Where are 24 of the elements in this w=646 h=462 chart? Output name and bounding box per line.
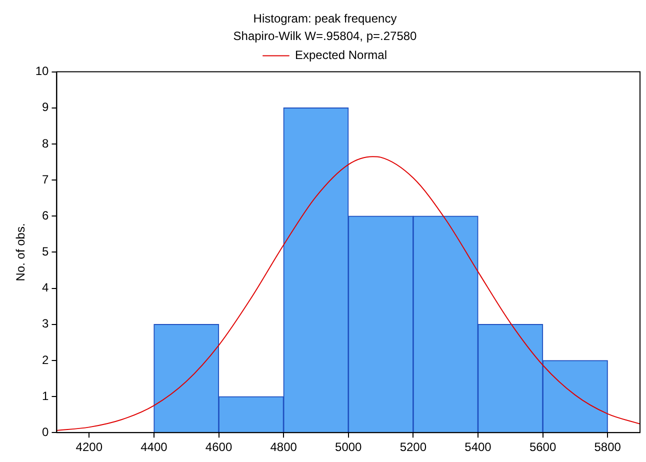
y-tick-label: 2 — [42, 352, 50, 367]
chart-subtitle: Shapiro-Wilk W=.95804, p=.27580 — [233, 28, 418, 43]
y-tick-label: 3 — [42, 316, 50, 331]
y-tick-label: 9 — [42, 100, 50, 114]
y-tick-label: 6 — [42, 208, 50, 222]
y-axis-title: No. of obs. — [14, 223, 28, 282]
y-tick-label: 1 — [42, 388, 50, 403]
y-tick-label: 5 — [42, 244, 50, 259]
x-tick-label: 5800 — [594, 440, 622, 454]
x-tick-label: 5400 — [464, 440, 492, 454]
x-tick-label: 5600 — [529, 440, 556, 454]
x-tick-label: 4400 — [140, 440, 168, 454]
y-tick-label: 4 — [42, 280, 50, 295]
x-tick-label: 4600 — [205, 440, 232, 454]
x-tick-label: 4200 — [76, 440, 103, 454]
x-tick-label: 5000 — [335, 440, 362, 454]
legend-label: Expected Normal — [294, 48, 388, 62]
x-tick-label: 4800 — [270, 440, 298, 454]
y-tick-label: 7 — [42, 172, 50, 186]
chart-title: Histogram: peak frequency — [253, 12, 397, 26]
y-tick-label: 0 — [42, 424, 50, 439]
x-tick-label: 5200 — [400, 440, 427, 454]
y-tick-label: 8 — [42, 136, 50, 150]
y-tick-label: 10 — [35, 64, 50, 78]
